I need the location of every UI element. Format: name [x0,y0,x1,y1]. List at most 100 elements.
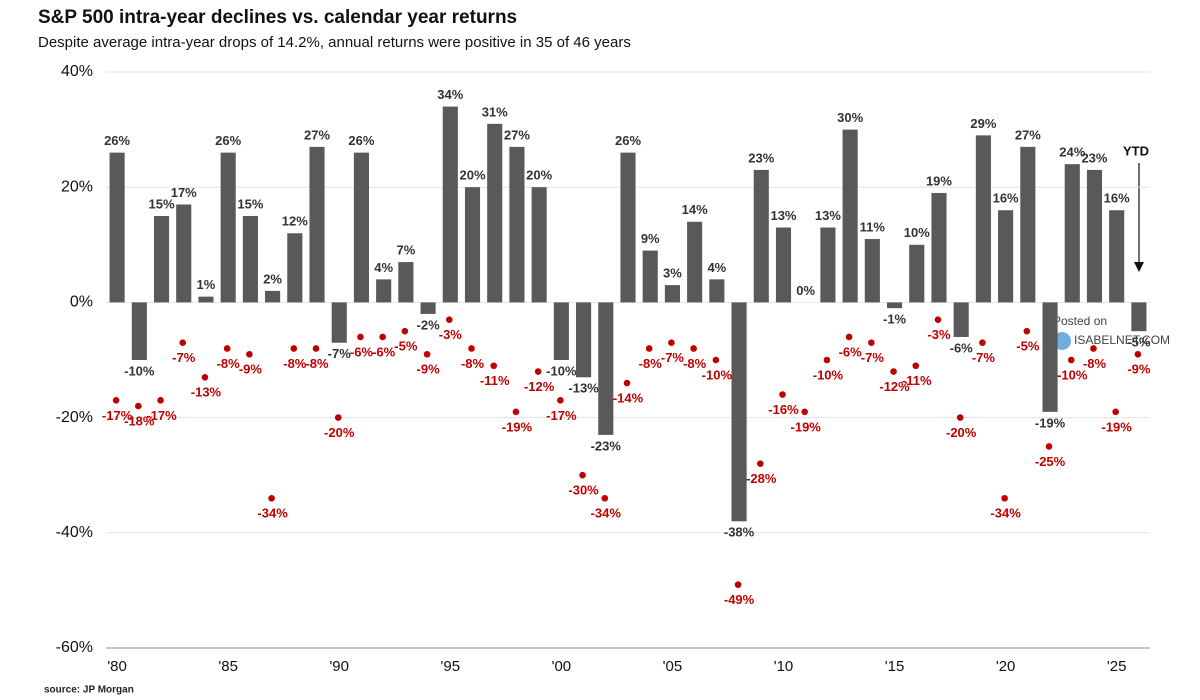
decline-label: -13% [191,385,222,400]
decline-label: -3% [439,327,463,342]
decline-dot [334,414,342,421]
decline-label: -7% [172,350,196,365]
x-tick-label: '80 [107,658,127,675]
bar-value-label: 27% [504,127,530,142]
bar [109,152,125,303]
decline-label: -10% [1057,367,1088,382]
decline-dot [112,397,120,404]
decline-dot [1090,345,1097,352]
decline-dot [690,345,697,352]
bar [931,192,947,303]
x-tick-label: '90 [329,658,349,675]
decline-label: -25% [1035,454,1066,469]
ytd-arrowhead [1134,262,1144,272]
decline-label: -12% [879,379,910,394]
x-tick-label: '15 [885,658,905,675]
chart-title: S&P 500 intra-year declines vs. calendar… [38,7,517,28]
decline-dot [801,408,809,416]
decline-label: -6% [372,344,396,359]
bar [1064,164,1080,303]
decline-label: -8% [639,356,663,371]
decline-dot [979,339,986,347]
decline-dot [579,471,586,479]
decline-dot [135,402,142,410]
decline-dot [912,362,920,370]
decline-label: -8% [305,356,329,371]
bar [442,106,458,303]
bar-value-label: -38% [724,525,755,540]
bar [420,302,436,314]
bar [731,302,747,522]
watermark: Posted on ISABELNET.COM [1053,314,1170,350]
bar-value-label: 26% [348,133,374,148]
bar-value-label: -23% [591,438,622,453]
decline-dot [201,373,209,381]
decline-dot [290,345,298,352]
decline-label: -17% [102,408,133,423]
decline-label: -7% [861,350,885,365]
decline-label: -34% [591,506,622,521]
bar [953,302,969,337]
watermark-line: ISABELNET.COM [1074,333,1170,347]
decline-dot [956,414,964,421]
decline-dot [223,345,231,352]
decline-label: -6% [350,344,374,359]
bar [820,227,836,303]
bar [553,302,569,360]
decline-dot [1067,356,1075,364]
bar [176,204,192,303]
bar [975,135,991,303]
bar [620,152,636,303]
y-tick-label: -60% [56,639,93,656]
decline-dot [379,333,386,341]
watermark-line: Posted on [1053,314,1107,328]
x-tick-label: '85 [218,658,238,675]
bar-value-label: -13% [568,381,599,396]
bar [220,152,236,303]
bar [1131,302,1147,332]
decline-dot [934,316,942,323]
bar-value-label: 23% [1081,150,1107,165]
decline-dot [557,397,564,404]
decline-label: -6% [839,344,863,359]
decline-label: -14% [613,390,644,405]
bar-value-label: 13% [815,208,841,223]
y-tick-label: -40% [56,524,93,541]
decline-dot [445,316,453,323]
bar-value-label: -19% [1035,415,1066,430]
source: source: JP Morgan [44,685,134,696]
bar-value-label: 15% [149,196,175,211]
bar [1042,302,1058,412]
decline-dot [601,494,609,502]
bar [1020,146,1036,303]
bar-value-label: 1% [197,277,216,292]
bar-value-label: 34% [437,87,463,102]
decline-dot [157,397,164,404]
bar [242,216,258,303]
bar-value-label: 13% [770,208,796,223]
decline-dot [1112,408,1119,416]
decline-dot [423,350,431,358]
decline-dot [756,460,764,467]
decline-label: -11% [902,373,932,388]
decline-label: -19% [791,419,822,434]
decline-label: -8% [217,356,241,371]
decline-dot [890,368,897,375]
bar-value-label: 14% [682,202,708,217]
decline-label: -9% [417,362,441,377]
bar-value-label: 16% [1104,191,1130,206]
decline-dot [623,379,631,387]
decline-dot [868,339,875,347]
y-tick-label: 0% [70,294,93,311]
bar-value-label: 30% [837,110,863,125]
decline-label: -30% [568,483,599,498]
bar-value-label: 20% [459,168,485,183]
bar-value-label: 19% [926,173,952,188]
bar [531,187,547,303]
decline-dot [779,391,786,398]
x-tick-label: '05 [663,658,683,675]
y-tick-label: 20% [61,178,93,195]
bar [398,262,414,303]
bar-value-label: -2% [417,317,441,332]
bar [1086,169,1103,303]
